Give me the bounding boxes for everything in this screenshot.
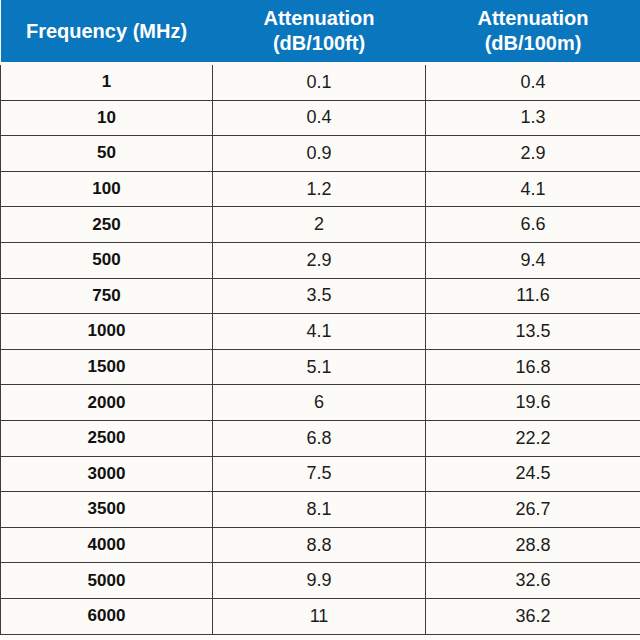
attenuation-100m-cell: 32.6 [426,563,640,599]
frequency-cell: 10 [1,100,213,136]
table-row: 2000619.6 [1,385,640,421]
attenuation-100m-cell: 11.6 [426,278,640,314]
attenuation-table: Frequency (MHz) Attenuation (dB/100ft) A… [0,0,640,635]
table-row: 5002.99.4 [1,242,640,278]
table-row: 7503.511.6 [1,278,640,314]
attenuation-100ft-cell: 8.1 [213,492,426,528]
table-row: 40008.828.8 [1,527,640,563]
attenuation-100m-cell: 16.8 [426,349,640,385]
attenuation-100m-cell: 1.3 [426,100,640,136]
attenuation-100ft-cell: 2 [213,207,426,243]
attenuation-100m-cell: 4.1 [426,171,640,207]
attenuation-100ft-cell: 1.2 [213,171,426,207]
table-row: 100.41.3 [1,100,640,136]
frequency-cell: 100 [1,171,213,207]
bottom-margin [0,635,640,640]
attenuation-100m-cell: 9.4 [426,242,640,278]
column-header-frequency: Frequency (MHz) [1,0,213,64]
attenuation-100m-cell: 24.5 [426,456,640,492]
attenuation-100m-cell: 13.5 [426,314,640,350]
frequency-cell: 2500 [1,420,213,456]
table-row: 60001136.2 [1,598,640,634]
frequency-cell: 1500 [1,349,213,385]
attenuation-100m-cell: 2.9 [426,136,640,172]
attenuation-100m-cell: 26.7 [426,492,640,528]
frequency-cell: 4000 [1,527,213,563]
table-row: 500.92.9 [1,136,640,172]
table-row: 50009.932.6 [1,563,640,599]
frequency-cell: 3000 [1,456,213,492]
table-row: 15005.116.8 [1,349,640,385]
table-row: 10.10.4 [1,64,640,101]
table-row: 25006.822.2 [1,420,640,456]
table-body: 10.10.4100.41.3500.92.91001.24.125026.65… [1,64,640,635]
attenuation-100m-cell: 19.6 [426,385,640,421]
attenuation-100ft-cell: 2.9 [213,242,426,278]
attenuation-100ft-cell: 0.1 [213,64,426,101]
frequency-cell: 3500 [1,492,213,528]
attenuation-100ft-cell: 5.1 [213,349,426,385]
column-header-attenuation-per-100m: Attenuation (dB/100m) [426,0,640,64]
attenuation-100ft-cell: 6 [213,385,426,421]
attenuation-100m-cell: 28.8 [426,527,640,563]
column-header-attenuation-per-100ft: Attenuation (dB/100ft) [213,0,426,64]
table-header-row: Frequency (MHz) Attenuation (dB/100ft) A… [1,0,640,64]
frequency-cell: 6000 [1,598,213,634]
frequency-cell: 500 [1,242,213,278]
attenuation-100ft-cell: 9.9 [213,563,426,599]
frequency-cell: 50 [1,136,213,172]
frequency-cell: 1 [1,64,213,101]
attenuation-100m-cell: 22.2 [426,420,640,456]
attenuation-100m-cell: 36.2 [426,598,640,634]
frequency-cell: 2000 [1,385,213,421]
attenuation-100m-cell: 6.6 [426,207,640,243]
attenuation-100m-cell: 0.4 [426,64,640,101]
attenuation-100ft-cell: 4.1 [213,314,426,350]
attenuation-100ft-cell: 11 [213,598,426,634]
table-row: 35008.126.7 [1,492,640,528]
attenuation-100ft-cell: 3.5 [213,278,426,314]
attenuation-table-page: Frequency (MHz) Attenuation (dB/100ft) A… [0,0,640,640]
frequency-cell: 1000 [1,314,213,350]
attenuation-100ft-cell: 6.8 [213,420,426,456]
frequency-cell: 250 [1,207,213,243]
frequency-cell: 750 [1,278,213,314]
table-row: 1001.24.1 [1,171,640,207]
frequency-cell: 5000 [1,563,213,599]
table-row: 30007.524.5 [1,456,640,492]
attenuation-100ft-cell: 0.4 [213,100,426,136]
attenuation-100ft-cell: 0.9 [213,136,426,172]
attenuation-100ft-cell: 7.5 [213,456,426,492]
table-row: 10004.113.5 [1,314,640,350]
table-row: 25026.6 [1,207,640,243]
attenuation-100ft-cell: 8.8 [213,527,426,563]
